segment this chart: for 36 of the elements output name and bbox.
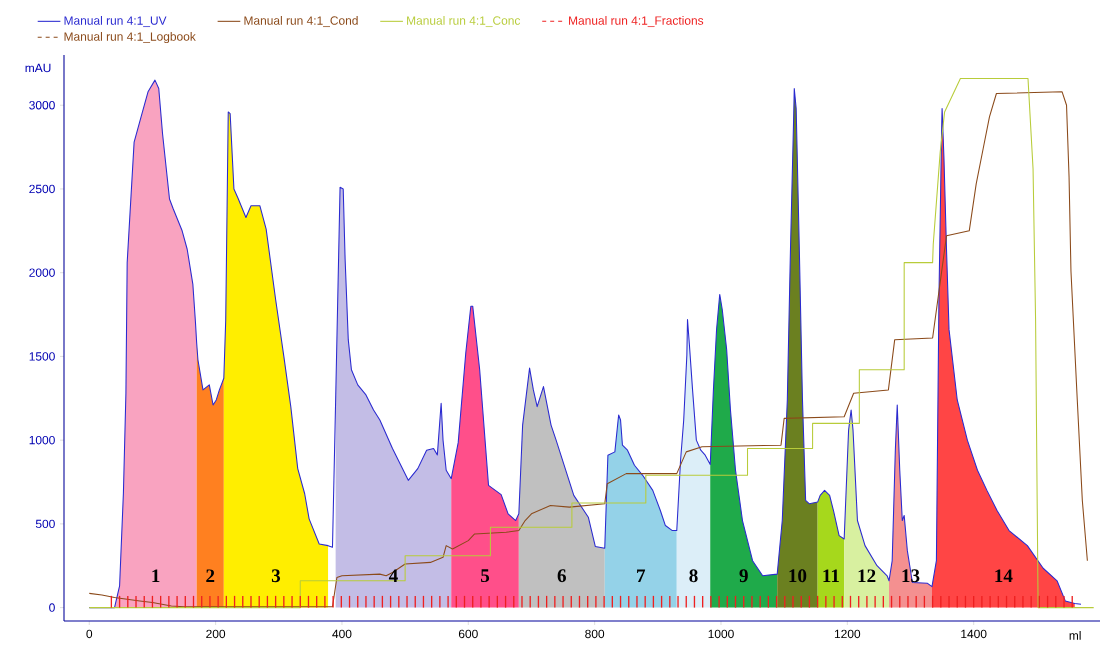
y-tick-label: 1000 <box>29 435 55 445</box>
legend-label: Manual run 4:1_Conc <box>407 16 521 28</box>
y-tick-label: 500 <box>35 519 55 529</box>
y-axis-title: mAU <box>25 63 51 73</box>
y-tick-label: 1500 <box>29 352 55 361</box>
annotation: 11 <box>823 569 839 583</box>
annotation: 10 <box>789 569 807 583</box>
x-tick-label: 1000 <box>708 629 734 639</box>
x-tick-label: 1400 <box>961 629 987 639</box>
x-tick-label: 1200 <box>834 629 861 639</box>
annotation: 5 <box>481 569 490 583</box>
y-tick-label: 2500 <box>29 184 55 194</box>
x-tick-label: 600 <box>458 629 478 639</box>
annotation: 2 <box>206 569 215 583</box>
x-tick-label: 400 <box>332 629 352 639</box>
annotation: 14 <box>995 569 1013 583</box>
annotation: 6 <box>557 569 567 583</box>
annotation: 7 <box>637 569 646 582</box>
y-tick-label: 2000 <box>29 268 55 277</box>
legend-label: Manual run 4:1_UV <box>64 16 167 28</box>
annotation: 12 <box>858 569 876 583</box>
annotation: 3 <box>271 569 281 583</box>
x-tick-label: 800 <box>585 629 605 639</box>
legend-label: Manual run 4:1_Fractions <box>569 16 704 28</box>
legend-label: Manual run 4:1_Logbook <box>64 31 196 44</box>
annotation: 8 <box>689 569 698 583</box>
annotation: 4 <box>388 569 398 583</box>
x-tick-label: 200 <box>206 629 226 639</box>
annotation: 13 <box>902 569 920 583</box>
annotation: 9 <box>739 569 748 583</box>
annotation: 1 <box>152 569 160 583</box>
x-tick-label: 0 <box>86 629 93 639</box>
legend-label: Manual run 4:1_Cond <box>244 16 358 28</box>
x-axis-title: ml <box>1069 631 1081 640</box>
y-tick-label: 0 <box>49 603 55 612</box>
y-tick-label: 3000 <box>29 100 55 110</box>
